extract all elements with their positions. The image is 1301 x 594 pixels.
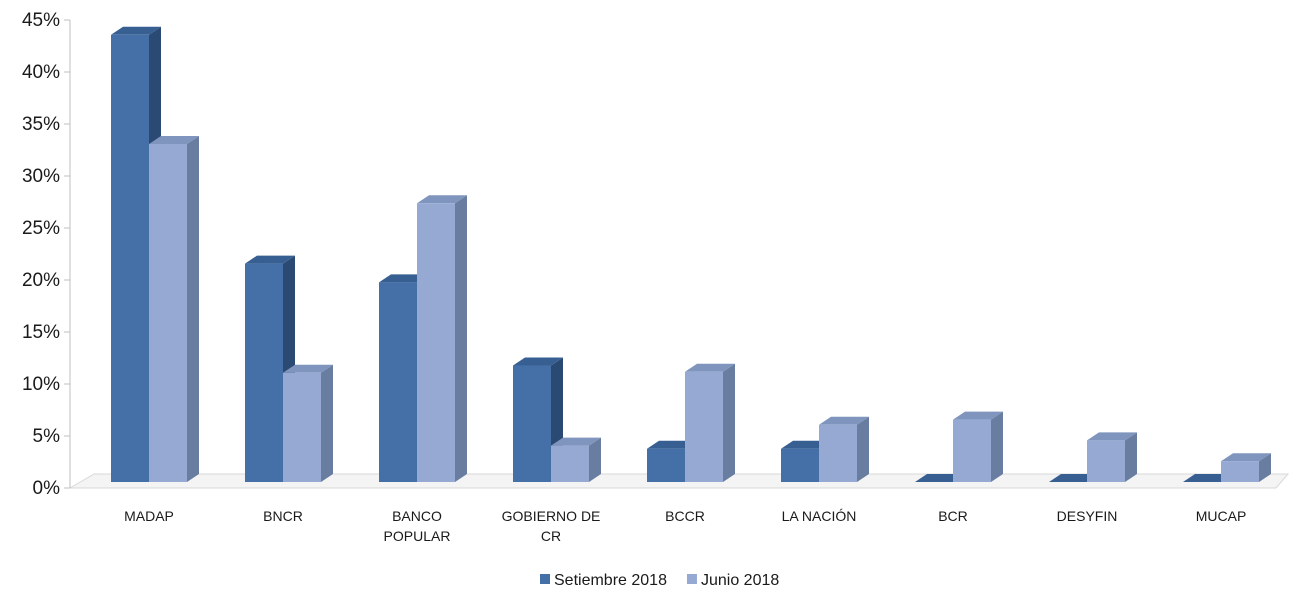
x-category-label: GOBIERNO DE	[502, 508, 601, 524]
bar-s1-6	[915, 474, 965, 482]
bar-s1-7	[1049, 474, 1099, 482]
bar-s2-7	[1087, 432, 1137, 482]
x-category-label: MUCAP	[1196, 508, 1247, 524]
y-tick-label: 15%	[22, 322, 60, 343]
bar-s2-0	[149, 136, 199, 482]
y-tick-label: 45%	[22, 10, 60, 31]
bar-s2-2	[417, 195, 467, 482]
y-tick-label: 25%	[22, 218, 60, 239]
y-tick-label: 40%	[22, 62, 60, 83]
x-category-label: DESYFIN	[1057, 508, 1118, 524]
legend-label-1: Setiembre 2018	[554, 572, 667, 589]
x-category-label: LA NACIÓN	[782, 508, 857, 524]
bar-s2-5	[819, 416, 869, 482]
y-tick-label: 10%	[22, 374, 60, 395]
bar-s2-8	[1221, 453, 1271, 482]
x-category-label: MADAP	[124, 508, 174, 524]
y-tick-label: 35%	[22, 114, 60, 135]
x-category-label: CR	[541, 528, 561, 544]
bar-s1-8	[1183, 474, 1233, 482]
x-category-label: BCR	[938, 508, 968, 524]
y-tick-label: 30%	[22, 166, 60, 187]
x-category-label: BANCO	[392, 508, 442, 524]
x-category-label: BCCR	[665, 508, 705, 524]
bar-s2-6	[953, 411, 1003, 482]
bar-s2-4	[685, 363, 735, 482]
x-category-label: POPULAR	[384, 528, 451, 544]
y-tick-label: 20%	[22, 270, 60, 291]
legend-swatch-2	[686, 574, 697, 584]
bar-s2-1	[283, 364, 333, 482]
y-tick-label: 0%	[33, 478, 61, 499]
bar-s2-3	[551, 437, 601, 482]
y-tick-label: 5%	[33, 426, 61, 447]
x-category-label: BNCR	[263, 508, 303, 524]
legend-label-2: Junio 2018	[701, 572, 779, 589]
legend-swatch-1	[540, 574, 550, 584]
